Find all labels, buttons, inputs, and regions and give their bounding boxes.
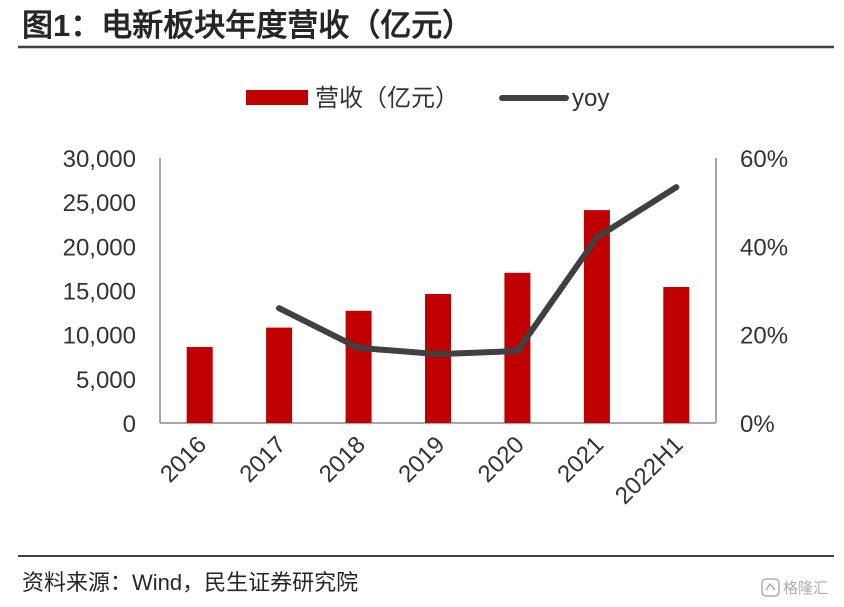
x-axis-ticks: 2016 2017 2018 2019 2020 2021 2022H1 bbox=[155, 431, 688, 510]
x-tick-label: 2016 bbox=[155, 431, 212, 488]
x-tick-label: 2022H1 bbox=[610, 431, 689, 510]
left-tick-label: 5,000 bbox=[76, 367, 136, 394]
yoy-point-2020 bbox=[514, 348, 521, 354]
left-tick-label: 10,000 bbox=[63, 323, 136, 350]
source-note: 资料来源：Wind，民生证券研究院 bbox=[22, 570, 358, 595]
right-tick-label: 40% bbox=[740, 234, 788, 261]
watermark-logo-mark bbox=[765, 582, 776, 591]
yoy-point-2017 bbox=[276, 305, 283, 312]
revenue-bars bbox=[186, 210, 690, 423]
bar-2017 bbox=[266, 327, 293, 423]
x-tick-label: 2018 bbox=[314, 431, 371, 488]
right-tick-label: 20% bbox=[740, 323, 788, 350]
legend: 营收（亿元） yoy bbox=[246, 85, 609, 112]
bar-2018 bbox=[345, 310, 372, 423]
x-tick-label: 2019 bbox=[393, 431, 450, 488]
left-tick-label: 25,000 bbox=[63, 190, 136, 217]
chart-title: 图1：电新板块年度营收（亿元） bbox=[22, 8, 473, 43]
left-axis-ticks: 0 5,000 10,000 15,000 20,000 25,000 30,000 bbox=[63, 146, 136, 438]
left-tick-label: 0 bbox=[123, 411, 136, 438]
x-tick-label: 2021 bbox=[552, 431, 609, 488]
right-axis-ticks: 0% 20% 40% 60% bbox=[740, 146, 788, 438]
right-tick-label: 0% bbox=[740, 411, 775, 438]
bar-2016 bbox=[186, 347, 213, 423]
legend-label-revenue: 营收（亿元） bbox=[315, 85, 459, 112]
yoy-point-2019 bbox=[435, 351, 441, 358]
left-tick-label: 30,000 bbox=[63, 146, 136, 173]
legend-label-yoy: yoy bbox=[572, 85, 609, 112]
watermark-logo-icon bbox=[761, 578, 780, 597]
yoy-point-2022H1 bbox=[673, 184, 680, 191]
yoy-point-2021 bbox=[593, 234, 600, 241]
left-tick-label: 20,000 bbox=[63, 234, 136, 261]
bar-2019 bbox=[425, 294, 451, 423]
left-tick-label: 15,000 bbox=[63, 279, 136, 306]
watermark: 格隆汇 bbox=[761, 578, 828, 597]
yoy-point-2018 bbox=[355, 344, 362, 351]
yoy-line bbox=[276, 184, 680, 358]
right-tick-label: 60% bbox=[740, 146, 788, 173]
x-tick-label: 2020 bbox=[473, 431, 530, 488]
x-tick-label: 2017 bbox=[234, 431, 291, 488]
yoy-series bbox=[276, 184, 680, 358]
legend-bar-swatch bbox=[246, 90, 308, 105]
watermark-text: 格隆汇 bbox=[783, 580, 828, 597]
bar-2022H1 bbox=[663, 287, 690, 423]
